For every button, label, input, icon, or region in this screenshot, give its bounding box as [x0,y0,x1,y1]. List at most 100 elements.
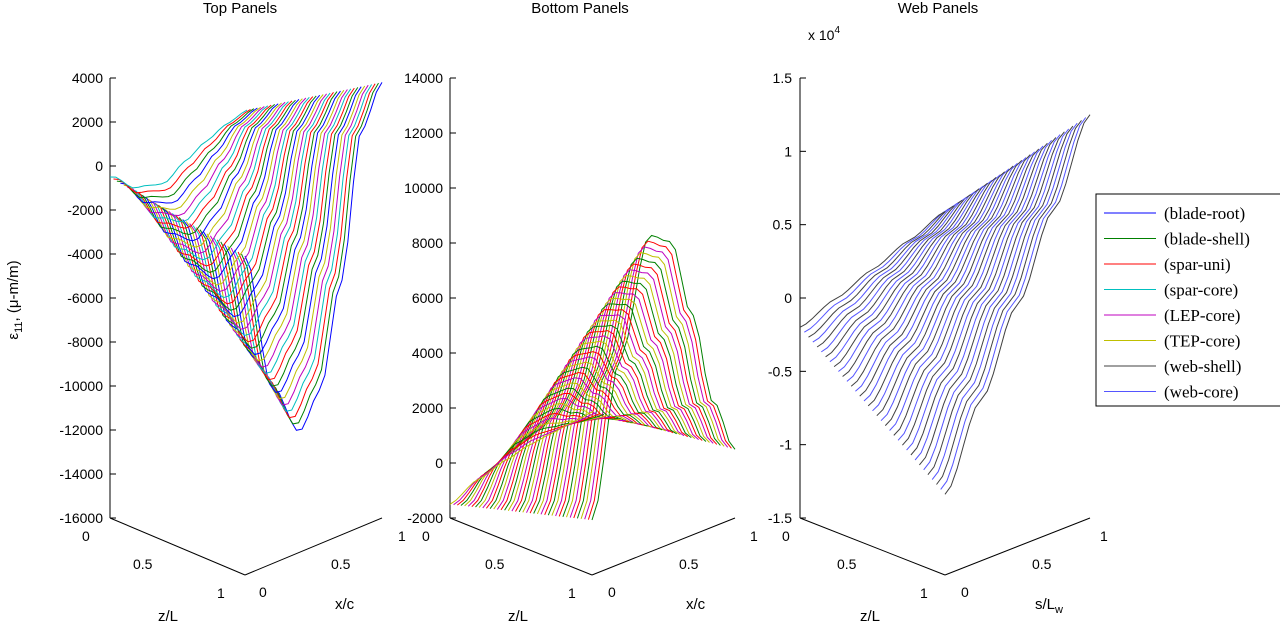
strain-curve [192,92,331,337]
top-x-label: z/L [158,608,178,624]
strain-curve [453,412,597,506]
strain-curve [927,125,1074,476]
strain-curve [216,87,355,381]
strain-curve [196,92,334,343]
top-x-tick-2: 1 [217,585,225,601]
strain-curve [880,157,1027,422]
top-panels-title: Top Panels [203,0,277,17]
z-tick-label: -1 [780,437,793,453]
top-panels-curves [109,82,383,431]
strain-curve [804,208,950,333]
web-z-exponent: x 104 [808,25,840,43]
strain-curve [906,139,1052,451]
z-tick-label: -10000 [59,378,103,394]
strain-curve [825,194,971,358]
z-tick-label: 0.5 [773,217,793,233]
bottom-panels-title: Bottom Panels [531,0,629,17]
web-y-label: s/Lw [1035,596,1063,616]
z-tick-label: 0 [784,290,792,306]
strain-curve [558,286,703,517]
strain-curve [130,105,269,223]
top-x-tick-1: 0.5 [133,556,153,572]
z-tick-label: -8000 [67,334,103,350]
strain-curve [203,90,341,356]
bottom-y-tick-1: 0.5 [679,556,699,572]
z-tick-label: 10000 [404,180,443,196]
strain-curve [123,106,262,210]
strain-curve [120,107,258,204]
bottom-x-tick-1: 0.5 [485,556,505,572]
legend-entry: (spar-core) [1164,281,1238,300]
z-tick-label: 1.5 [773,70,793,86]
strain-curve [919,131,1065,466]
top-y-tick-1: 0.5 [331,556,351,572]
strain-curve [551,297,696,516]
strain-curve [526,335,670,513]
strain-curve [511,356,656,512]
bottom-y-label: x/c [686,596,706,613]
strain-curve [940,117,1087,490]
top-z-label: ε11, (μ-m/m) [5,260,25,339]
strain-curve [833,188,980,367]
top-y-tick-0: 0 [259,584,267,600]
legend-entry: (LEP-core) [1164,306,1240,325]
strain-curve [914,134,1061,461]
z-tick-label: -14000 [59,466,103,482]
bottom-panels-curves [449,234,736,521]
strain-curve [893,148,1040,436]
bottom-y-tick-2: 1 [750,528,758,544]
bottom-x-label: z/L [508,608,528,624]
strain-curve [175,96,314,305]
strain-curve [884,154,1031,426]
strain-curve [151,101,289,261]
strain-curve [507,361,652,511]
web-x-label: z/L [860,608,880,624]
web-y-tick-1: 0.5 [1032,556,1052,572]
strain-curve [863,168,1010,402]
z-tick-label: 1 [784,143,792,159]
strain-curve [533,324,677,514]
z-tick-label: 4000 [72,70,103,86]
strain-curve [522,340,667,513]
strain-curve [171,96,310,299]
z-tick-label: 2000 [72,114,103,130]
z-tick-label: 14000 [404,70,443,86]
strain-curve [220,87,359,387]
strain-curve [544,309,688,515]
z-tick-label: -0.5 [768,363,792,379]
strain-curve [158,99,296,273]
strain-curve [449,411,594,505]
bottom-x-tick-2: 1 [568,585,576,601]
strain-curve [816,199,963,348]
strain-curve [846,179,993,382]
top-y-tick-2: 1 [398,528,406,544]
strain-curve [936,120,1082,485]
strain-curve [182,94,321,318]
top-x-tick-0: 0 [82,528,90,544]
strain-curve [109,109,248,189]
legend-entry: (web-core) [1164,383,1239,402]
z-tick-label: -6000 [67,290,103,306]
strain-curve [910,137,1057,456]
strain-curve [529,330,674,514]
web-x-tick-2: 1 [920,585,928,601]
web-x-tick-1: 0.5 [837,556,857,572]
strain-curve [189,93,327,330]
legend-entry: (TEP-core) [1164,332,1240,351]
strain-curve [536,319,681,515]
strain-curve [555,292,699,517]
z-tick-label: -1.5 [768,510,792,526]
strain-curve [573,263,718,519]
strain-curve [876,159,1023,417]
strain-curve [116,108,255,199]
web-x-tick-0: 0 [782,528,790,544]
strain-curve [867,165,1014,407]
strain-curve [576,257,721,519]
strain-curve [850,177,997,387]
z-tick-label: -12000 [59,422,103,438]
strain-curve [587,240,732,520]
strain-curve [838,185,984,372]
strain-curve [547,303,692,516]
z-tick-label: 2000 [412,400,443,416]
